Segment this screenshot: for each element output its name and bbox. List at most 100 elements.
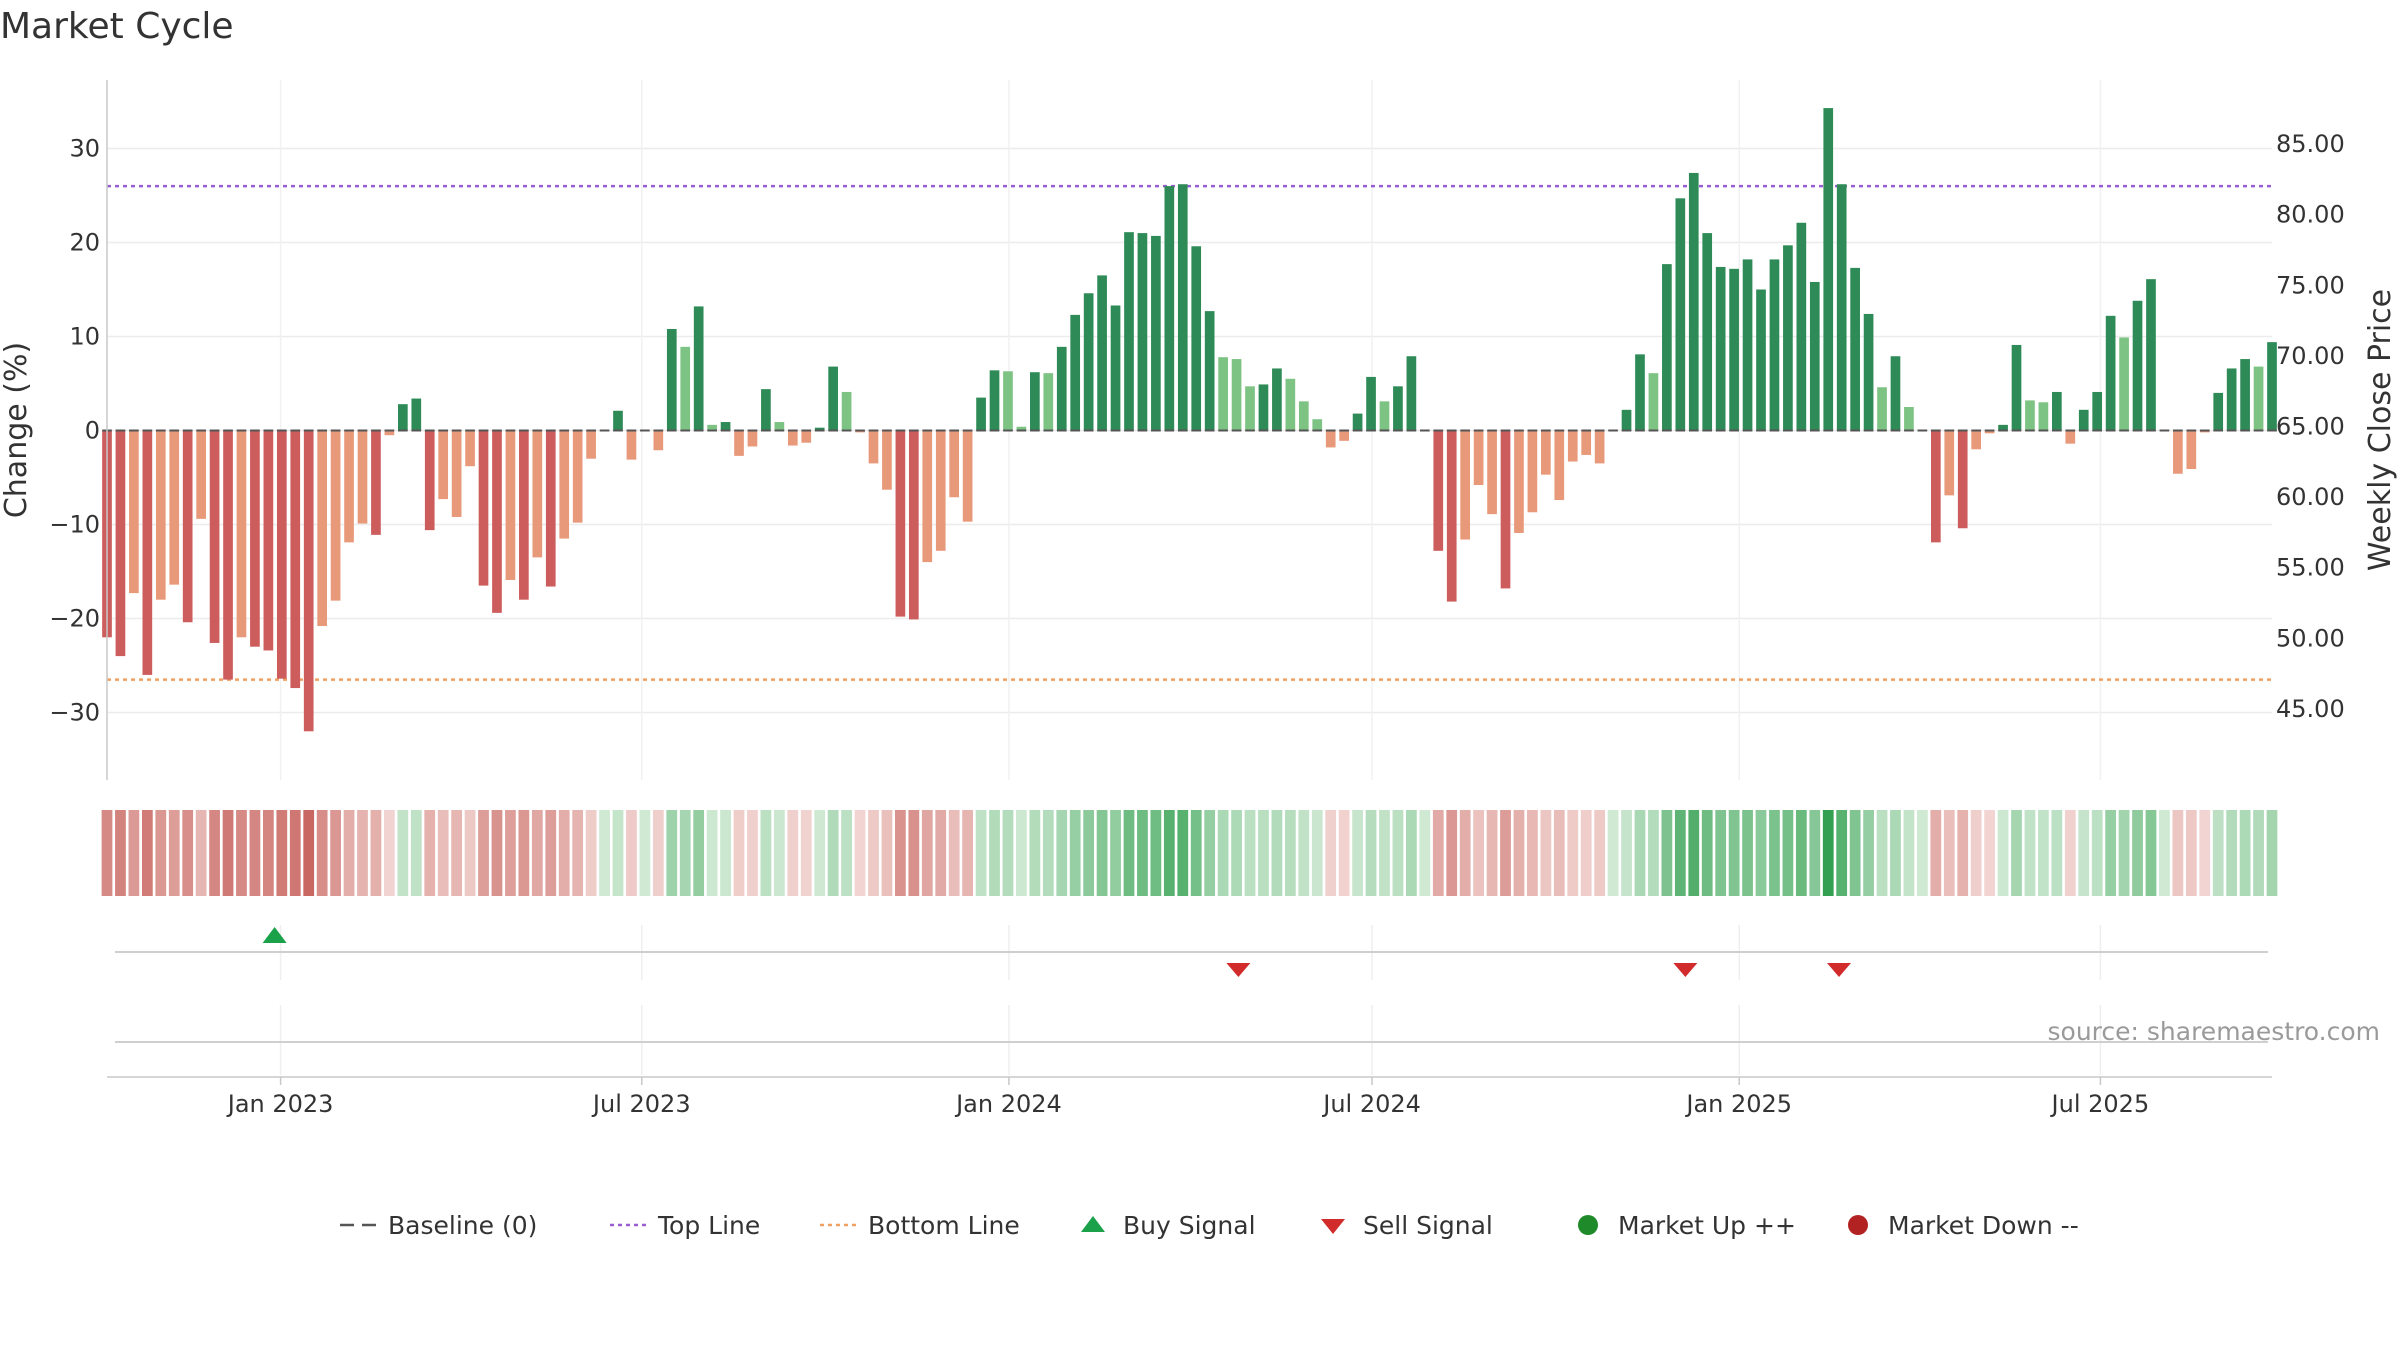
bar-2023-10-12 xyxy=(814,427,825,431)
heat-cell-2022-12-08 xyxy=(222,810,234,896)
legend-swatch xyxy=(1321,1219,1345,1234)
heat-cell-2025-04-17 xyxy=(1876,810,1888,896)
bar-2023-02-02 xyxy=(330,430,341,601)
heat-cell-2024-05-16 xyxy=(1231,810,1242,896)
bar-2025-03-20 xyxy=(1823,108,1834,431)
heat-cell-2024-01-11 xyxy=(989,810,1000,896)
y2-tick-label: 85.00 xyxy=(2276,130,2345,158)
bar-2024-08-08 xyxy=(1393,386,1403,431)
heat-cell-2024-02-01 xyxy=(1029,810,1041,896)
bar-2023-12-28 xyxy=(962,430,973,522)
y-tick-label: 0 xyxy=(85,417,100,445)
bar-2024-01-11 xyxy=(989,370,1000,431)
bar-2024-04-18 xyxy=(1177,184,1188,431)
heat-cell-2025-10-23 xyxy=(2239,810,2251,896)
bar-2024-04-04 xyxy=(1151,235,1161,431)
bar-2023-12-07 xyxy=(922,430,933,563)
heat-cell-2025-03-20 xyxy=(1822,810,1834,896)
bar-2023-04-13 xyxy=(465,430,475,467)
bar-2023-08-17 xyxy=(707,424,717,431)
heat-cell-2025-05-22 xyxy=(1943,810,1955,896)
heat-cell-2023-03-30 xyxy=(437,810,449,896)
bar-2022-11-17 xyxy=(182,430,193,623)
bar-2023-11-16 xyxy=(882,430,892,490)
bar-2024-12-05 xyxy=(1621,409,1632,431)
heat-cell-2023-04-13 xyxy=(464,810,476,896)
bar-2024-03-07 xyxy=(1097,275,1107,431)
heat-cell-2025-11-06 xyxy=(2266,810,2278,896)
bar-2022-10-20 xyxy=(129,430,139,594)
y-axis-label: Change (%) xyxy=(0,342,34,518)
heat-cell-2022-12-15 xyxy=(236,810,247,896)
bar-2024-02-29 xyxy=(1083,293,1094,431)
heat-cell-2022-11-03 xyxy=(155,810,167,896)
y-tick-label: −30 xyxy=(49,699,100,727)
heat-cell-2025-07-17 xyxy=(2051,810,2063,896)
heat-cell-2023-03-09 xyxy=(397,810,409,896)
heat-cell-2023-06-15 xyxy=(585,810,597,896)
bar-2023-01-05 xyxy=(276,430,287,679)
heat-cell-2024-02-22 xyxy=(1069,810,1081,896)
bar-2023-06-29 xyxy=(613,410,623,431)
x-tick-label: Jan 2023 xyxy=(226,1090,334,1118)
bar-2025-01-30 xyxy=(1729,268,1739,431)
bar-2025-10-09 xyxy=(2213,392,2224,431)
bar-2023-03-16 xyxy=(411,398,422,431)
bar-2025-07-31 xyxy=(2078,409,2089,431)
heat-cell-2022-11-10 xyxy=(168,810,180,896)
bar-2025-03-06 xyxy=(1796,222,1807,431)
heat-cell-2023-11-30 xyxy=(908,810,920,896)
bar-2023-10-05 xyxy=(801,430,812,443)
heat-strip xyxy=(101,810,2278,896)
heat-cell-2023-08-17 xyxy=(706,810,718,896)
bar-2025-04-10 xyxy=(1863,313,1874,431)
heat-cell-2024-12-26 xyxy=(1661,810,1673,896)
heat-cell-2025-05-15 xyxy=(1930,810,1942,896)
heat-cell-2024-07-11 xyxy=(1338,810,1350,896)
bar-2024-03-14 xyxy=(1110,305,1121,431)
bar-2025-02-27 xyxy=(1783,245,1793,431)
heat-cell-2022-10-27 xyxy=(141,810,153,896)
heat-cell-2025-01-16 xyxy=(1701,810,1713,896)
heat-cell-2023-03-02 xyxy=(384,810,395,896)
bar-2024-02-22 xyxy=(1070,314,1081,431)
bar-2025-07-10 xyxy=(2038,402,2049,431)
bar-2024-02-15 xyxy=(1056,346,1067,431)
bar-2025-05-29 xyxy=(1957,430,1968,529)
heat-cell-2024-02-08 xyxy=(1042,810,1054,896)
bar-2025-07-03 xyxy=(2025,400,2035,431)
bar-2023-08-10 xyxy=(693,306,704,431)
bar-2022-12-15 xyxy=(236,430,247,638)
y-tick-label: −10 xyxy=(49,511,100,539)
legend-label: Sell Signal xyxy=(1363,1211,1493,1240)
bar-2024-05-23 xyxy=(1245,386,1255,431)
bar-2024-09-05 xyxy=(1446,430,1457,602)
bar-2024-06-13 xyxy=(1285,378,1296,431)
heat-cell-2022-10-13 xyxy=(115,810,126,896)
heat-cell-2024-09-19 xyxy=(1473,810,1484,896)
heat-cell-2024-11-07 xyxy=(1567,810,1579,896)
sell-signal-marker xyxy=(1673,963,1698,977)
buy-signal-marker xyxy=(262,927,287,943)
heat-cell-2024-04-04 xyxy=(1150,810,1162,896)
bar-2024-05-16 xyxy=(1231,359,1242,431)
legend-label: Bottom Line xyxy=(868,1211,1020,1240)
heat-cell-2022-11-24 xyxy=(195,810,207,896)
heat-cell-2025-04-03 xyxy=(1849,810,1861,896)
heat-cell-2023-11-23 xyxy=(895,810,906,896)
heat-cell-2024-05-30 xyxy=(1258,810,1269,896)
heat-cell-2024-11-14 xyxy=(1580,810,1592,896)
heat-cell-2023-09-28 xyxy=(787,810,799,896)
legend-label: Buy Signal xyxy=(1123,1211,1256,1240)
bar-2025-09-25 xyxy=(2186,430,2197,470)
x-tick-label: Jan 2025 xyxy=(1684,1090,1792,1118)
heat-cell-2023-04-27 xyxy=(491,810,503,896)
bar-2022-11-03 xyxy=(155,430,166,600)
bar-2025-01-23 xyxy=(1715,266,1726,431)
legend-swatch xyxy=(1848,1215,1868,1235)
bar-2023-10-26 xyxy=(841,391,852,431)
bar-2025-03-27 xyxy=(1836,184,1847,431)
heat-cell-2025-08-07 xyxy=(2091,810,2103,896)
heat-cell-2025-09-11 xyxy=(2159,810,2170,896)
heat-cell-2024-07-18 xyxy=(1352,810,1363,896)
